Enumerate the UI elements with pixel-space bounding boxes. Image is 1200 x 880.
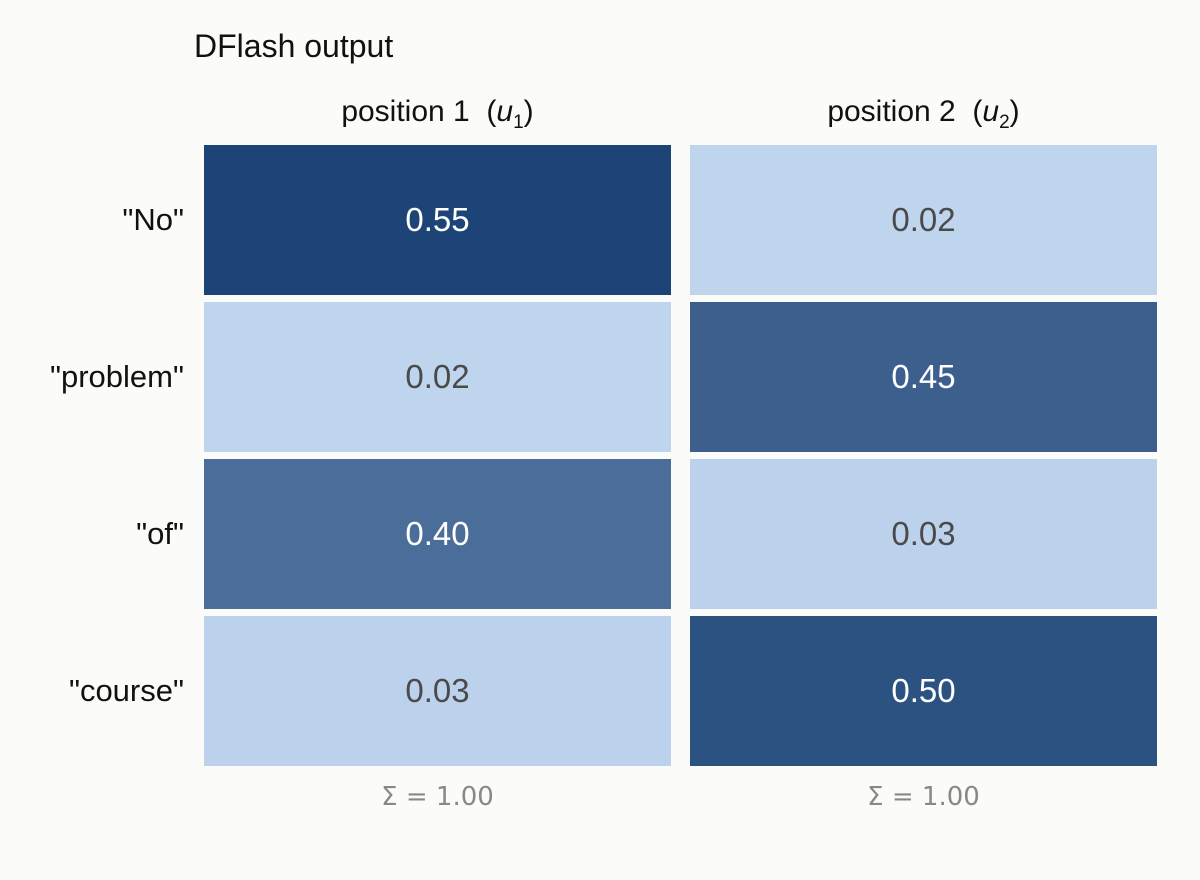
heatmap-cell: 0.03 bbox=[204, 616, 671, 766]
heatmap-cell: 0.50 bbox=[690, 616, 1157, 766]
heatmap-cell: 0.03 bbox=[690, 459, 1157, 609]
cell-value-label: 0.03 bbox=[891, 515, 956, 552]
column-header-2: position 2 (u2) bbox=[690, 95, 1157, 134]
cell-value-label: 0.02 bbox=[405, 358, 470, 395]
cell-value-label: 0.50 bbox=[891, 672, 956, 709]
row-label-4: "course" bbox=[68, 673, 184, 708]
heatmap-cell: 0.45 bbox=[690, 302, 1157, 452]
chart-title: DFlash output bbox=[194, 28, 394, 64]
column-sum-label-1: Σ = 1.00 bbox=[381, 782, 494, 812]
column-header-label: position 1 ( bbox=[341, 95, 497, 128]
row-label-3: "of" bbox=[136, 516, 184, 551]
heatmap-cell: 0.55 bbox=[204, 145, 671, 295]
cell-value-label: 0.45 bbox=[891, 358, 956, 395]
heatmap-cell: 0.02 bbox=[204, 302, 671, 452]
cell-value-label: 0.02 bbox=[891, 201, 956, 238]
column-sum-label-2: Σ = 1.00 bbox=[867, 782, 980, 812]
heatmap-cell: 0.02 bbox=[690, 145, 1157, 295]
cell-value-label: 0.40 bbox=[405, 515, 470, 552]
column-header-variable: u bbox=[496, 95, 514, 128]
row-label-2: "problem" bbox=[49, 359, 184, 394]
heatmap-cell: 0.40 bbox=[204, 459, 671, 609]
column-header-subscript: 1 bbox=[513, 112, 524, 133]
cell-value-label: 0.03 bbox=[405, 672, 470, 709]
column-header-subscript: 2 bbox=[999, 112, 1010, 133]
column-header-variable: u bbox=[982, 95, 1000, 128]
column-header-label: position 2 ( bbox=[827, 95, 983, 128]
column-header-close-paren: ) bbox=[1009, 95, 1020, 128]
cell-value-label: 0.55 bbox=[405, 201, 470, 238]
column-header-close-paren: ) bbox=[523, 95, 534, 128]
row-label-1: "No" bbox=[122, 202, 184, 237]
column-header-1: position 1 (u1) bbox=[204, 95, 671, 134]
